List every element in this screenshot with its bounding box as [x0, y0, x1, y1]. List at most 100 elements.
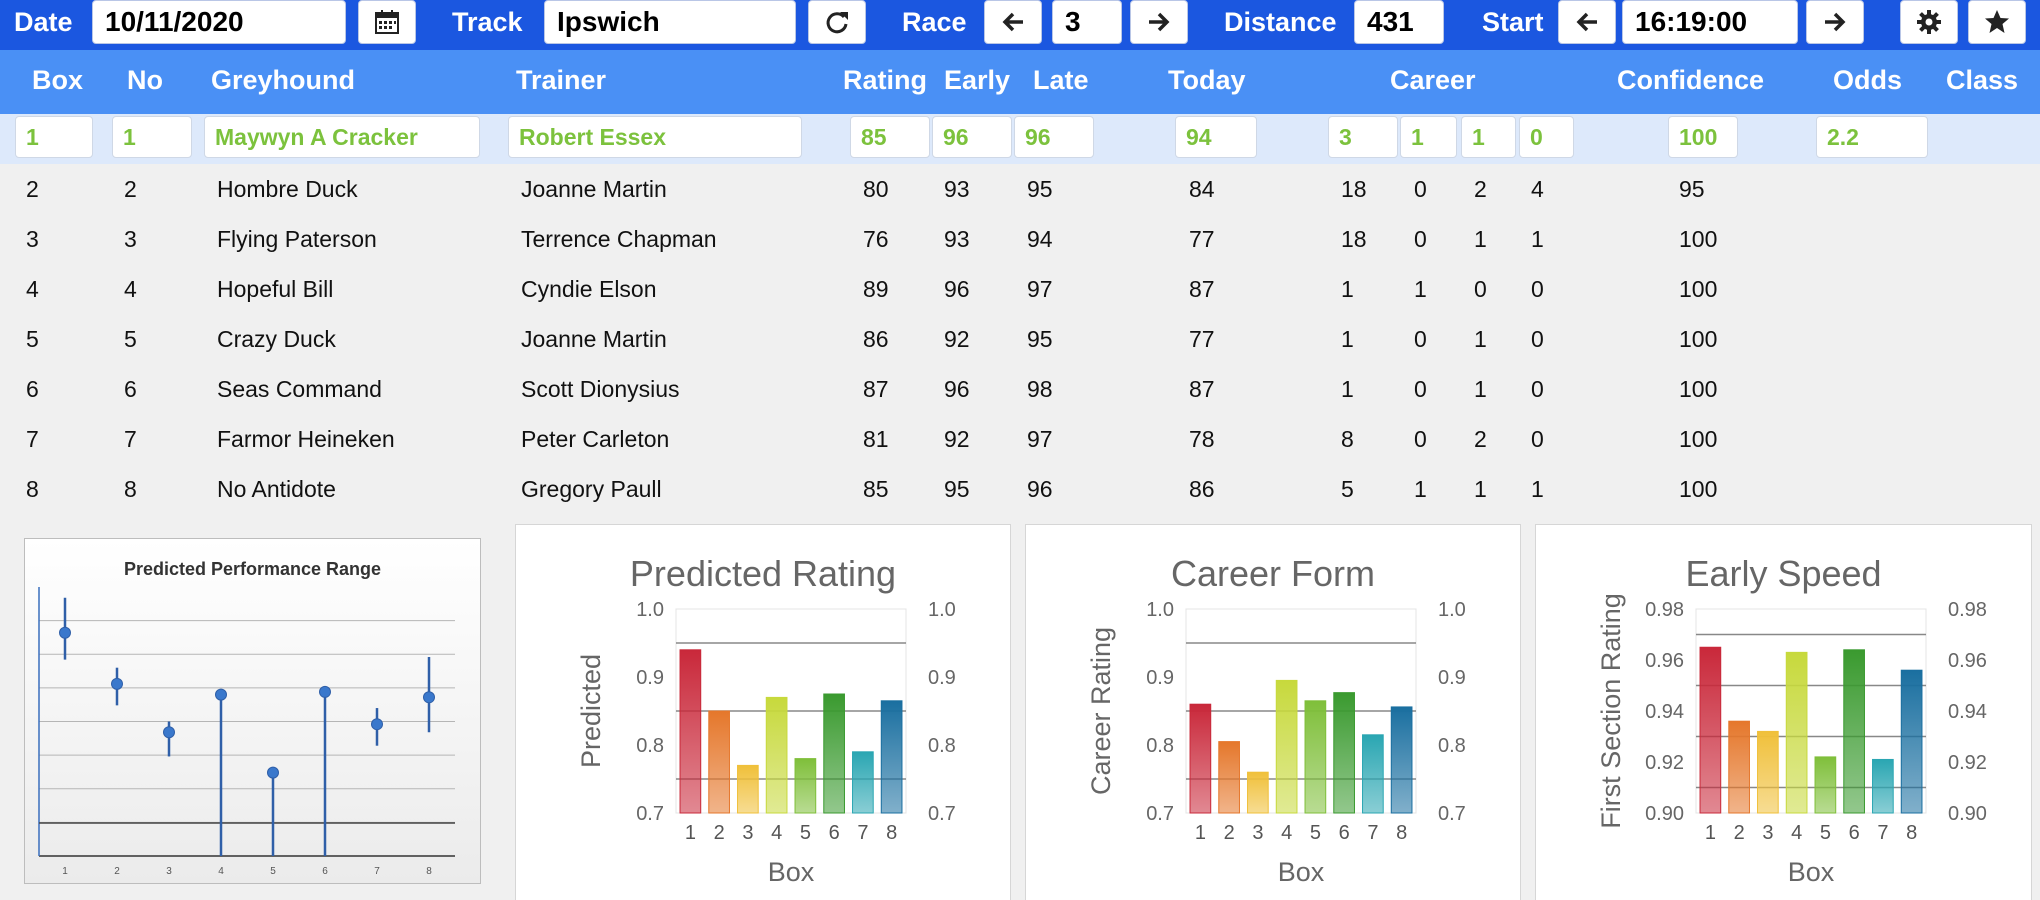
col-odds[interactable]: Odds — [1833, 65, 1903, 95]
table-row[interactable]: 5 5 Crazy Duck Joanne Martin 86 92 95 77… — [0, 314, 2040, 364]
late-cell: 94 — [1027, 226, 1053, 252]
favorite-button[interactable] — [1968, 0, 2026, 44]
greyhound-cell: Hombre Duck — [217, 176, 358, 202]
y-tick-label: 0.90 — [1645, 803, 1684, 825]
race-next-button[interactable] — [1130, 0, 1188, 44]
bar — [1275, 679, 1298, 814]
table-row[interactable]: 4 4 Hopeful Bill Cyndie Elson 89 96 97 8… — [0, 264, 2040, 314]
late-cell: 95 — [1027, 326, 1053, 352]
early-cell: 92 — [944, 326, 970, 352]
distance-label: Distance — [1224, 7, 1337, 37]
chart-title: Career Form — [1170, 553, 1376, 594]
early-field[interactable]: 96 — [932, 116, 1012, 158]
x-axis-label: Box — [1788, 857, 1835, 887]
start-time-input[interactable]: 16:19:00 — [1622, 0, 1798, 44]
career-seconds-field[interactable]: 1 — [1461, 116, 1516, 158]
x-tick-label: 5 — [800, 822, 811, 844]
career-thirds-field[interactable]: 0 — [1519, 116, 1574, 158]
star-icon — [1984, 9, 2010, 35]
col-today[interactable]: Today — [1168, 65, 1246, 95]
date-label: Date — [14, 7, 73, 37]
col-box[interactable]: Box — [32, 65, 84, 95]
late-field[interactable]: 96 — [1014, 116, 1094, 158]
col-greyhound[interactable]: Greyhound — [211, 65, 356, 95]
bar — [1189, 703, 1212, 814]
y-tick-label: 0.9 — [636, 667, 664, 689]
distance-input[interactable]: 431 — [1354, 0, 1444, 44]
career-seconds-cell: 1 — [1474, 376, 1487, 402]
settings-button[interactable] — [1900, 0, 1958, 44]
x-tick-label: 8 — [886, 822, 897, 844]
refresh-button[interactable] — [808, 0, 866, 44]
rating-field[interactable]: 85 — [850, 116, 930, 158]
table-row[interactable]: 7 7 Farmor Heineken Peter Carleton 81 92… — [0, 414, 2040, 464]
trainer-field[interactable]: Robert Essex — [508, 116, 802, 158]
race-label: Race — [902, 7, 967, 37]
career-form-plot: 1 2 3 4 5 6 7 8 0.7 0.7 0.8 0.8 0.9 0.9 1.0 1.0 Box Caree… — [1086, 599, 1466, 887]
y2-tick-label: 0.7 — [1438, 803, 1466, 825]
y-tick-label: 0.7 — [636, 803, 664, 825]
career-wins-cell: 0 — [1414, 226, 1427, 252]
confidence-field[interactable]: 100 — [1668, 116, 1738, 158]
early-cell: 93 — [944, 176, 970, 202]
range-point — [59, 626, 71, 639]
bar — [737, 764, 759, 814]
rating-cell: 87 — [863, 376, 889, 402]
col-trainer[interactable]: Trainer — [516, 65, 607, 95]
calendar-icon — [374, 9, 400, 35]
career-starts-field[interactable]: 3 — [1328, 116, 1398, 158]
race-input[interactable]: 3 — [1052, 0, 1122, 44]
career-wins-field[interactable]: 1 — [1400, 116, 1457, 158]
table-row[interactable]: 6 6 Seas Command Scott Dionysius 87 96 9… — [0, 364, 2040, 414]
range-point — [423, 691, 435, 704]
y-axis-label: First Section Rating — [1596, 593, 1626, 829]
no-field[interactable]: 1 — [112, 116, 192, 158]
bar — [1390, 706, 1413, 814]
today-field[interactable]: 94 — [1175, 116, 1257, 158]
x-tick-label: 2 — [1734, 822, 1745, 844]
box-field[interactable]: 1 — [15, 116, 93, 158]
table-row[interactable]: 8 8 No Antidote Gregory Paull 85 95 96 8… — [0, 464, 2040, 514]
table-row-selected[interactable]: 1 1 Maywyn A Cracker Robert Essex 85 96 … — [0, 114, 2040, 164]
col-class[interactable]: Class — [1946, 65, 2019, 95]
box-cell: 2 — [26, 176, 39, 202]
toolbar: Date 10/11/2020 Track Ipswich Race 3 Dis… — [0, 0, 2040, 50]
table-row[interactable]: 3 3 Flying Paterson Terrence Chapman 76 … — [0, 214, 2040, 264]
col-early[interactable]: Early — [944, 65, 1011, 95]
date-input[interactable]: 10/11/2020 — [92, 0, 346, 44]
calendar-button[interactable] — [358, 0, 416, 44]
race-prev-button[interactable] — [984, 0, 1042, 44]
table-row[interactable]: 2 2 Hombre Duck Joanne Martin 80 93 95 8… — [0, 164, 2040, 214]
col-career[interactable]: Career — [1390, 65, 1476, 95]
y2-tick-label: 1.0 — [928, 599, 956, 621]
career-thirds-cell: 0 — [1531, 326, 1544, 352]
track-input[interactable]: Ipswich — [544, 0, 796, 44]
career-starts-cell: 1 — [1341, 326, 1354, 352]
x-tick-label: 4 — [218, 866, 224, 877]
col-confidence[interactable]: Confidence — [1617, 65, 1765, 95]
col-rating[interactable]: Rating — [843, 65, 927, 95]
greyhound-field[interactable]: Maywyn A Cracker — [204, 116, 480, 158]
career-seconds-cell: 1 — [1474, 476, 1487, 502]
col-late[interactable]: Late — [1033, 65, 1089, 95]
early-cell: 96 — [944, 376, 970, 402]
y-tick-label: 0.8 — [1146, 735, 1174, 757]
career-seconds-cell: 1 — [1474, 326, 1487, 352]
x-tick-label: 5 — [270, 866, 276, 877]
no-cell: 3 — [124, 226, 137, 252]
start-prev-button[interactable] — [1558, 0, 1616, 44]
col-no[interactable]: No — [127, 65, 163, 95]
x-tick-label: 3 — [166, 866, 172, 877]
start-next-button[interactable] — [1806, 0, 1864, 44]
late-cell: 97 — [1027, 276, 1053, 302]
career-starts-cell: 1 — [1341, 376, 1354, 402]
trainer-cell: Gregory Paull — [521, 476, 662, 502]
early-cell: 93 — [944, 226, 970, 252]
x-tick-label: 1 — [685, 822, 696, 844]
y2-tick-label: 0.9 — [928, 667, 956, 689]
y-tick-label: 0.7 — [1146, 803, 1174, 825]
x-tick-label: 8 — [1906, 822, 1917, 844]
odds-field[interactable]: 2.2 — [1816, 116, 1928, 158]
x-tick-label: 2 — [114, 866, 120, 877]
